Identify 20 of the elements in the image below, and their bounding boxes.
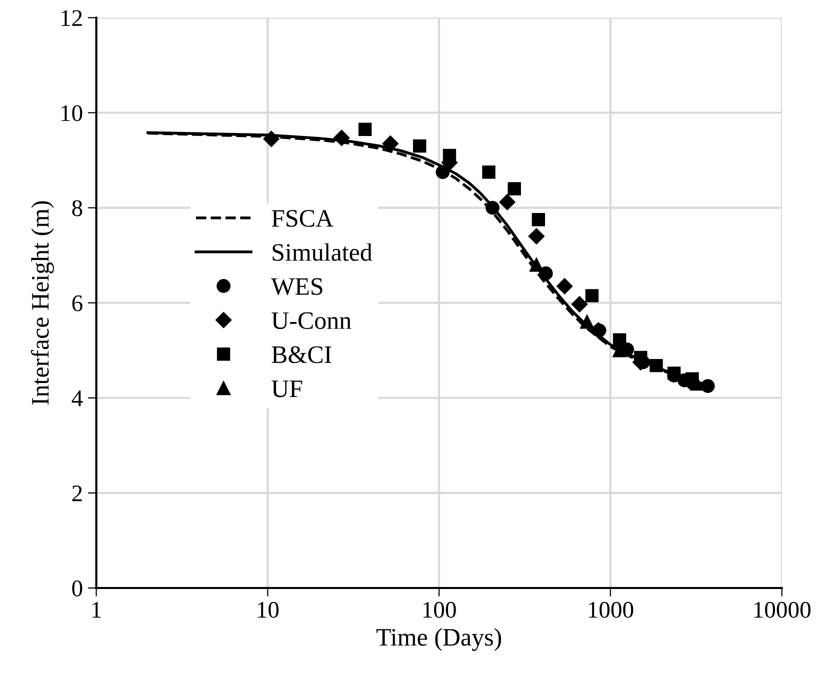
y-tick-label: 8	[72, 200, 82, 216]
y-tick-label: 2	[72, 486, 82, 502]
legend-label: UF	[272, 380, 302, 398]
y-tick-label: 10	[62, 105, 82, 122]
y-tick-label: 6	[72, 295, 82, 312]
y-axis-title: Interface Height (m)	[30, 201, 54, 405]
y-tick-label: 4	[72, 390, 83, 406]
x-tick-label: 10	[258, 602, 279, 618]
x-tick-label: 10000	[754, 602, 810, 618]
y-tick-label: 0	[72, 580, 82, 596]
y-tick-label: 12	[62, 10, 82, 26]
x-tick-label: 100	[423, 602, 456, 618]
legend-label: B&CI	[272, 346, 332, 364]
legend-label: WES	[271, 278, 322, 296]
legend-label: U-Conn	[272, 312, 352, 330]
x-tick-label: 1	[92, 602, 101, 618]
x-axis-title: Time (Days)	[376, 628, 502, 651]
x-tick-label: 1000	[588, 602, 634, 618]
legend-label: Simulated	[272, 243, 372, 261]
legend-label: FSCA	[272, 210, 334, 227]
